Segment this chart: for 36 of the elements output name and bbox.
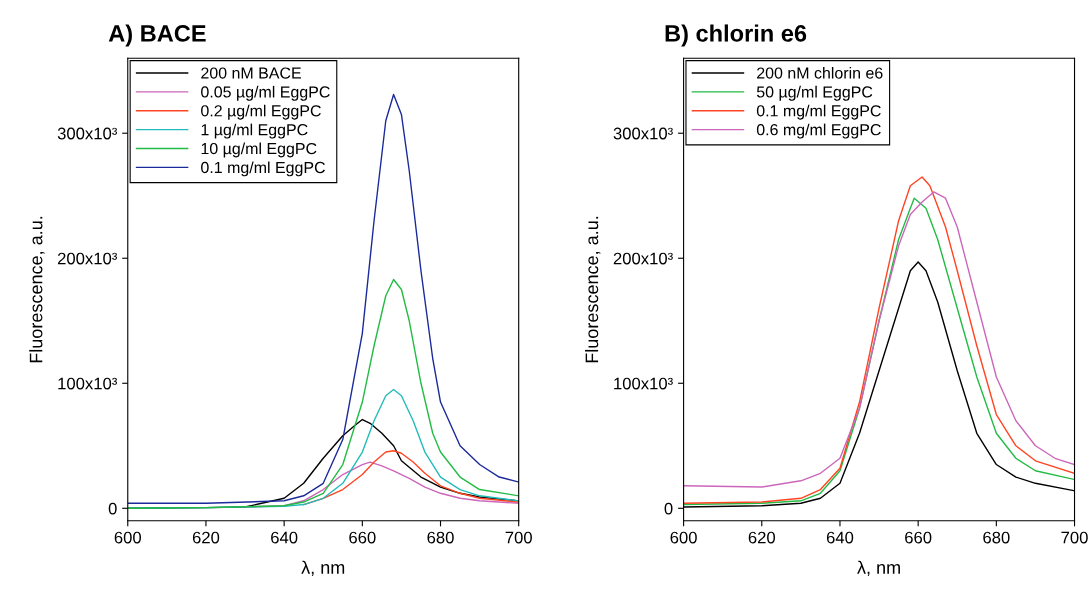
- x-tick-label: 620: [748, 531, 776, 544]
- legend-label: 0.1 mg/ml EggPC: [756, 104, 881, 120]
- legend-label: 0.1 mg/ml EggPC: [201, 161, 325, 177]
- y-tick-label: 200x10³: [57, 252, 118, 265]
- chart-title: A) BACE: [108, 24, 206, 47]
- x-tick-label: 640: [826, 531, 854, 544]
- y-tick-label: 300x10³: [57, 127, 118, 140]
- y-axis-title: Fluorescence, a.u.: [585, 216, 601, 363]
- y-tick-label: 100x10³: [614, 377, 673, 390]
- x-tick-label: 620: [192, 531, 220, 544]
- legend-label: 200 nM chlorin e6: [757, 66, 883, 79]
- x-axis-title: λ, nm: [857, 560, 900, 577]
- x-tick-label: 680: [427, 531, 454, 544]
- y-tick-label: 300x10³: [613, 127, 673, 140]
- legend-label: 10 µg/ml EggPC: [201, 142, 317, 158]
- x-tick-label: 660: [905, 531, 932, 544]
- x-tick-label: 600: [114, 531, 142, 544]
- x-tick-label: 640: [271, 531, 298, 544]
- legend-label: 0.6 mg/ml EggPC: [756, 123, 881, 139]
- x-tick-label: 660: [349, 531, 376, 544]
- y-axis-title: Fluorescence, a.u.: [29, 216, 45, 363]
- legend-label: 200 nM BACE: [201, 67, 301, 79]
- x-tick-label: 700: [1061, 531, 1088, 544]
- legend-label: 50 µg/ml EggPC: [756, 85, 873, 101]
- x-tick-label: 600: [670, 531, 697, 544]
- x-tick-label: 680: [983, 531, 1010, 544]
- y-tick-label: 0: [664, 502, 673, 515]
- legend-label: 0.2 µg/ml EggPC: [201, 104, 321, 120]
- y-tick-label: 200x10³: [613, 252, 673, 265]
- chart-title: B) chlorin e6: [665, 24, 807, 47]
- legend-label: 0.05 µg/ml EggPC: [201, 85, 330, 101]
- x-axis-title: λ, nm: [301, 560, 345, 577]
- y-tick-label: 100x10³: [58, 377, 118, 390]
- x-tick-label: 700: [505, 531, 532, 544]
- y-tick-label: 0: [108, 502, 117, 515]
- legend-label: 1 µg/ml EggPC: [201, 123, 308, 139]
